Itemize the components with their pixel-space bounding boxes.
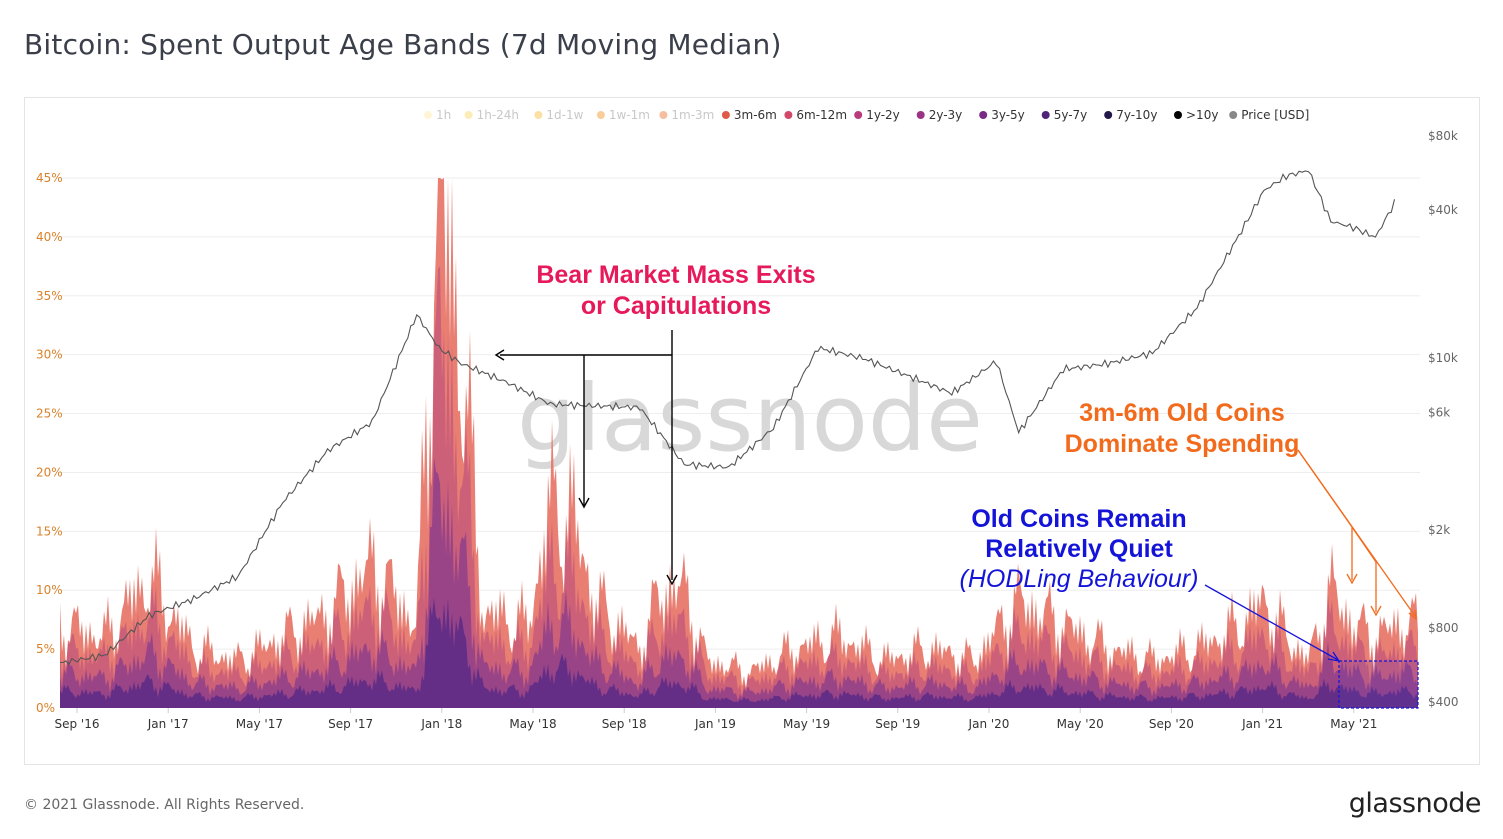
right-tick-label: $10k: [1428, 351, 1458, 365]
x-tick-label: Sep '18: [602, 717, 647, 731]
right-tick-label: $40k: [1428, 203, 1458, 217]
right-tick-label: $800: [1428, 621, 1459, 635]
left-tick-label: 45%: [36, 171, 63, 185]
brand-logo: glassnode: [1348, 788, 1482, 819]
chart-frame: [24, 97, 1480, 765]
price-line: [60, 170, 1396, 666]
legend-swatch: [1104, 111, 1113, 119]
legend-item[interactable]: Price [USD]: [1241, 108, 1309, 122]
arrowhead-down-icon: [1408, 609, 1417, 621]
x-tick-label: Jan '18: [420, 717, 462, 731]
band-older: [60, 597, 1418, 708]
left-tick-label: 40%: [36, 230, 63, 244]
legend-item[interactable]: 1w-1m: [609, 108, 650, 122]
highlight-box: [1338, 660, 1419, 709]
legend-swatch: [534, 111, 543, 119]
bear-label-line1: Bear Market Mass Exits: [536, 261, 815, 289]
arrowhead-down-icon: [578, 497, 590, 509]
legend-item[interactable]: 1m-3m: [671, 108, 714, 122]
blue-label-line3: (HODLing Behaviour): [960, 565, 1199, 593]
legend-swatch: [424, 111, 432, 119]
orange-annotation: 3m-6m Old Coins Dominate Spending: [1065, 399, 1417, 621]
blue-annotation: Old Coins Remain Relatively Quiet (HODLi…: [960, 505, 1419, 709]
x-tick-label: Jan '17: [147, 717, 189, 731]
legend-swatch: [659, 111, 668, 119]
left-tick-label: 20%: [36, 465, 63, 479]
left-tick-label: 5%: [36, 642, 55, 656]
left-tick-label: 0%: [36, 701, 55, 715]
x-tick-label: Jan '20: [968, 717, 1010, 731]
legend-item[interactable]: 1y-2y: [866, 108, 900, 122]
blue-label-line1: Old Coins Remain: [971, 505, 1186, 533]
x-tick-label: May '17: [236, 717, 283, 731]
legend-swatch: [1229, 111, 1238, 119]
legend-item[interactable]: 6m-12m: [796, 108, 847, 122]
blue-label-line2: Relatively Quiet: [985, 535, 1173, 563]
legend-item[interactable]: 1h-24h: [477, 108, 519, 122]
legend-swatch: [1174, 111, 1182, 119]
x-tick-label: May '21: [1330, 717, 1377, 731]
bear-label-line2: or Capitulations: [581, 292, 771, 320]
right-tick-label: $6k: [1428, 406, 1450, 420]
legend-item[interactable]: 1h: [436, 108, 451, 122]
watermark: glassnode: [517, 365, 983, 472]
band-6m-12m: [60, 266, 1418, 708]
legend-swatch: [784, 111, 793, 119]
x-tick-label: Jan '21: [1241, 717, 1283, 731]
legend-item[interactable]: 5y-7y: [1054, 108, 1088, 122]
bear-annotation: Bear Market Mass Exits or Capitulations: [494, 261, 816, 586]
left-tick-label: 30%: [36, 348, 63, 362]
legend: 1h 1h-24h 1d-1w 1w-1m 1m-3m 3m-6m 6m-12m 1y-2y 2…: [424, 108, 1309, 122]
legend-swatch: [854, 111, 863, 119]
right-tick-label: $2k: [1428, 523, 1450, 537]
x-tick-label: Sep '17: [328, 717, 373, 731]
chart-title: Bitcoin: Spent Output Age Bands (7d Movi…: [24, 28, 782, 61]
legend-swatch: [979, 111, 988, 119]
x-tick-label: Sep '19: [875, 717, 920, 731]
price-series: [60, 170, 1396, 666]
copyright: © 2021 Glassnode. All Rights Reserved.: [24, 797, 305, 813]
right-tick-label: $400: [1428, 695, 1459, 709]
right-tick-label: $80k: [1428, 129, 1458, 143]
area-series: [60, 178, 1418, 708]
left-tick-label: 25%: [36, 407, 63, 421]
orange-label-line1: 3m-6m Old Coins: [1079, 399, 1285, 427]
x-tick-label: May '18: [509, 717, 556, 731]
left-tick-label: 35%: [36, 289, 63, 303]
legend-swatch: [464, 111, 473, 119]
legend-item[interactable]: 1d-1w: [546, 108, 583, 122]
legend-item[interactable]: 7y-10y: [1116, 108, 1157, 122]
legend-item[interactable]: 3y-5y: [991, 108, 1025, 122]
arrowhead-down-icon: [1346, 573, 1358, 585]
legend-swatch: [916, 111, 925, 119]
arrowhead-down-icon: [1370, 605, 1382, 617]
arrowhead-down-icon: [666, 574, 678, 586]
left-tick-label: 10%: [36, 583, 63, 597]
orange-label-line2: Dominate Spending: [1065, 430, 1300, 458]
right-axis-ticks: $400 $800 $2k $6k $10k $40k $80k: [1428, 129, 1459, 709]
x-tick-label: Sep '16: [55, 717, 100, 731]
left-tick-label: 15%: [36, 524, 63, 538]
legend-item[interactable]: >10y: [1186, 108, 1218, 122]
x-tick-label: Sep '20: [1149, 717, 1194, 731]
x-tick-label: Jan '19: [694, 717, 736, 731]
legend-item[interactable]: 3m-6m: [734, 108, 777, 122]
x-axis-ticks: Sep '16 Jan '17 May '17 Sep '17 Jan '18 May '…: [55, 708, 1377, 731]
legend-item[interactable]: 2y-3y: [929, 108, 963, 122]
x-tick-label: May '19: [783, 717, 830, 731]
left-axis-ticks: 0% 5% 10% 15% 20% 25% 30% 35% 40% 45%: [36, 171, 63, 715]
legend-swatch: [1041, 111, 1050, 119]
x-tick-label: May '20: [1057, 717, 1104, 731]
legend-swatch: [721, 111, 730, 119]
legend-swatch: [596, 111, 605, 119]
arrowhead-left-icon: [494, 349, 505, 361]
